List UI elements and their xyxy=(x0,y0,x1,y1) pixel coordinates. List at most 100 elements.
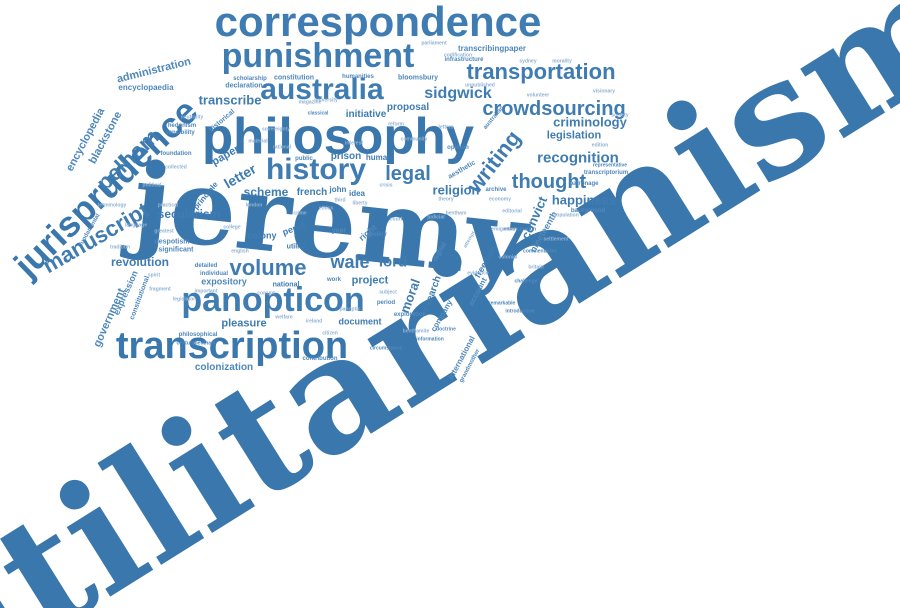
word-despotism: despotism xyxy=(154,238,190,246)
word-britain: britain xyxy=(528,264,544,271)
word-expository: expository xyxy=(201,276,247,287)
word-third: third xyxy=(334,197,346,204)
word-court: court xyxy=(389,216,403,223)
word-benthamite: benthamite xyxy=(402,328,430,335)
word-subject: subject xyxy=(379,289,397,296)
word-challenge: challenge xyxy=(514,278,538,285)
word-fragment: fragment xyxy=(149,286,171,293)
word-greatest: greatest xyxy=(154,228,174,235)
word-codification: codification xyxy=(443,52,473,59)
word-collected: collected xyxy=(165,164,187,171)
word-ethics: ethics xyxy=(318,205,334,212)
word-thought: thought xyxy=(511,171,587,193)
word-wale: wale xyxy=(330,252,370,272)
word-practical: practical xyxy=(157,202,179,209)
word-london: london xyxy=(245,202,263,209)
word-community: community xyxy=(400,136,428,143)
word-crisis: crisis xyxy=(379,182,393,189)
word-economy: economy xyxy=(489,196,511,203)
word-correspondence: correspondence xyxy=(214,0,542,45)
word-individual: individual xyxy=(199,271,229,277)
word-neutrality: neutrality xyxy=(180,114,204,121)
word-utility: utility xyxy=(286,243,306,251)
word-transportation: transportation xyxy=(466,59,616,84)
word-edition: edition xyxy=(591,142,609,149)
word-doctrine: doctrine xyxy=(436,326,456,333)
word-patronage: patronage xyxy=(569,181,599,187)
word-pleasure: pleasure xyxy=(221,317,267,330)
word-volume: volume xyxy=(229,255,307,280)
word-human: human xyxy=(365,153,393,162)
word-sensibility: sensibility xyxy=(165,130,195,136)
word-colony: colony xyxy=(247,230,277,241)
word-bentham: bentham xyxy=(445,210,467,217)
word-background: background xyxy=(570,208,606,214)
word-declaration: declaration xyxy=(225,82,263,90)
word-parliament: parliament xyxy=(421,40,447,47)
word-sovereignty: sovereignty xyxy=(261,126,291,133)
word-legal: legal xyxy=(385,163,431,185)
word-welfare: welfare xyxy=(275,314,293,321)
word-commentaries: commentaries xyxy=(523,248,557,255)
word-scholarship: scholarship xyxy=(233,76,267,82)
word-citizen: citizen xyxy=(322,330,338,337)
word-constitution: constitution xyxy=(273,74,315,82)
word-infrastructure: infrastructure xyxy=(444,57,484,63)
word-significant: significant xyxy=(158,246,194,254)
word-crowdsourcing: crowdsourcing xyxy=(482,98,626,120)
word-scheme: scheme xyxy=(243,185,289,199)
word-circumstance: circumstance xyxy=(369,345,403,352)
word-transcribingpaper: transcribingpaper xyxy=(457,44,527,53)
word-population: population xyxy=(553,212,579,219)
word-recognition: recognition xyxy=(537,149,619,167)
word-emancipation: emancipation xyxy=(503,226,537,233)
word-emigration: emigration xyxy=(491,226,517,233)
word-policy: policy xyxy=(369,232,387,238)
word-remarkable: remarkable xyxy=(488,300,516,307)
word-unpublished: unpublished xyxy=(465,82,495,89)
word-rational: rational xyxy=(272,144,292,151)
word-interest: interest xyxy=(344,140,364,147)
word-legislation: legislation xyxy=(546,129,602,142)
word-crime: crime xyxy=(293,210,307,217)
word-judicial: judicial xyxy=(427,214,445,221)
word-philosophy: philosophy xyxy=(202,107,474,165)
word-hedonism: hedonism xyxy=(167,123,197,129)
word-classical: classical xyxy=(307,110,329,117)
word-secularism: secularism xyxy=(157,207,221,221)
word-terminology: terminology xyxy=(97,202,127,209)
word-legislator: legislator xyxy=(172,296,196,303)
word-panopticon: panopticon xyxy=(181,281,365,319)
word-encyclopaedia: encyclopaedia xyxy=(118,83,174,92)
word-foundation: foundation xyxy=(160,151,192,157)
word-evidence: evidence xyxy=(467,270,489,277)
word-contribution: contribution xyxy=(302,356,338,362)
word-volunteer: volunteer xyxy=(526,92,550,99)
word-administration: administration xyxy=(115,55,193,86)
word-project: project xyxy=(351,274,389,287)
word-society: society xyxy=(611,112,629,119)
word-spirit: spirit xyxy=(147,272,161,279)
word-sidgwick: sidgwick xyxy=(424,85,492,102)
word-language: language xyxy=(125,222,147,229)
word-humanities: humanities xyxy=(342,74,374,80)
word-history: history xyxy=(265,153,367,186)
word-french: french xyxy=(296,187,328,198)
word-public: public xyxy=(295,156,313,162)
word-archive: archive xyxy=(485,187,507,193)
word-criminology: criminology xyxy=(553,114,627,130)
word-morality: morality xyxy=(552,58,572,65)
word-colonization: colonization xyxy=(194,362,254,373)
word-work: work xyxy=(326,277,342,283)
word-english: english xyxy=(231,248,249,255)
word-bloomsbury: bloomsbury xyxy=(397,74,439,82)
word-happiness: happiness xyxy=(551,192,617,208)
word-punishment: punishment xyxy=(221,37,415,75)
word-introduction: introduction xyxy=(505,308,535,315)
word-australia: australia xyxy=(260,73,384,106)
word-corrupt: corrupt xyxy=(257,290,275,297)
word-tradition: tradition xyxy=(110,244,130,251)
word-transcription: transcription xyxy=(115,325,349,367)
word-philosophical: philosophical xyxy=(178,332,218,338)
